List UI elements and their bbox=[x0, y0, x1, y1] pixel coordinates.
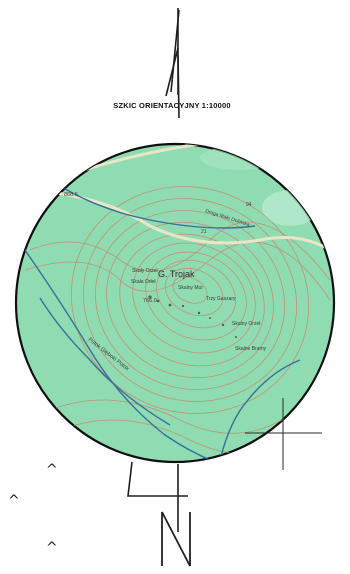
contour-lines bbox=[24, 186, 331, 454]
north-arrow-top bbox=[165, 8, 180, 119]
label-skala-zaskola: Skała Orłeł bbox=[131, 279, 156, 285]
label-skaly-mur: Skalny Mur bbox=[178, 285, 203, 291]
label-skaly-crests: Skały Orzeł bbox=[132, 268, 158, 274]
label-ridge-small: 21 bbox=[201, 229, 207, 235]
label-skalne-miasto: Skalne Bramy bbox=[235, 346, 267, 352]
map-circle: G. Trojak Droga Kasprowska Droga Mało Do… bbox=[14, 132, 336, 464]
north-letter-n bbox=[161, 511, 191, 567]
label-height-summit: 766.0 bbox=[143, 298, 157, 304]
rock-marks bbox=[148, 295, 237, 338]
label-peak: G. Trojak bbox=[158, 269, 195, 279]
caret-2: ^ bbox=[8, 493, 20, 509]
roads bbox=[49, 144, 331, 252]
map-title: SZKIC ORIENTACYJNY 1:10000 bbox=[113, 101, 230, 110]
label-height-left: 868.6 bbox=[64, 192, 78, 198]
label-skaly-orzel: Skalny Orzeł bbox=[232, 321, 261, 327]
caret-1: ^ bbox=[46, 462, 58, 478]
label-trzy-gaszary: Trzy Gaszary bbox=[206, 296, 236, 302]
label-ridge-94: 94 bbox=[246, 202, 252, 208]
label-road-top-right: Droga Kasprowska bbox=[249, 132, 296, 152]
crosshair-marker bbox=[245, 398, 322, 470]
rivers bbox=[17, 185, 301, 462]
north-arrow-bottom bbox=[127, 461, 188, 532]
caret-3: ^ bbox=[46, 540, 58, 556]
